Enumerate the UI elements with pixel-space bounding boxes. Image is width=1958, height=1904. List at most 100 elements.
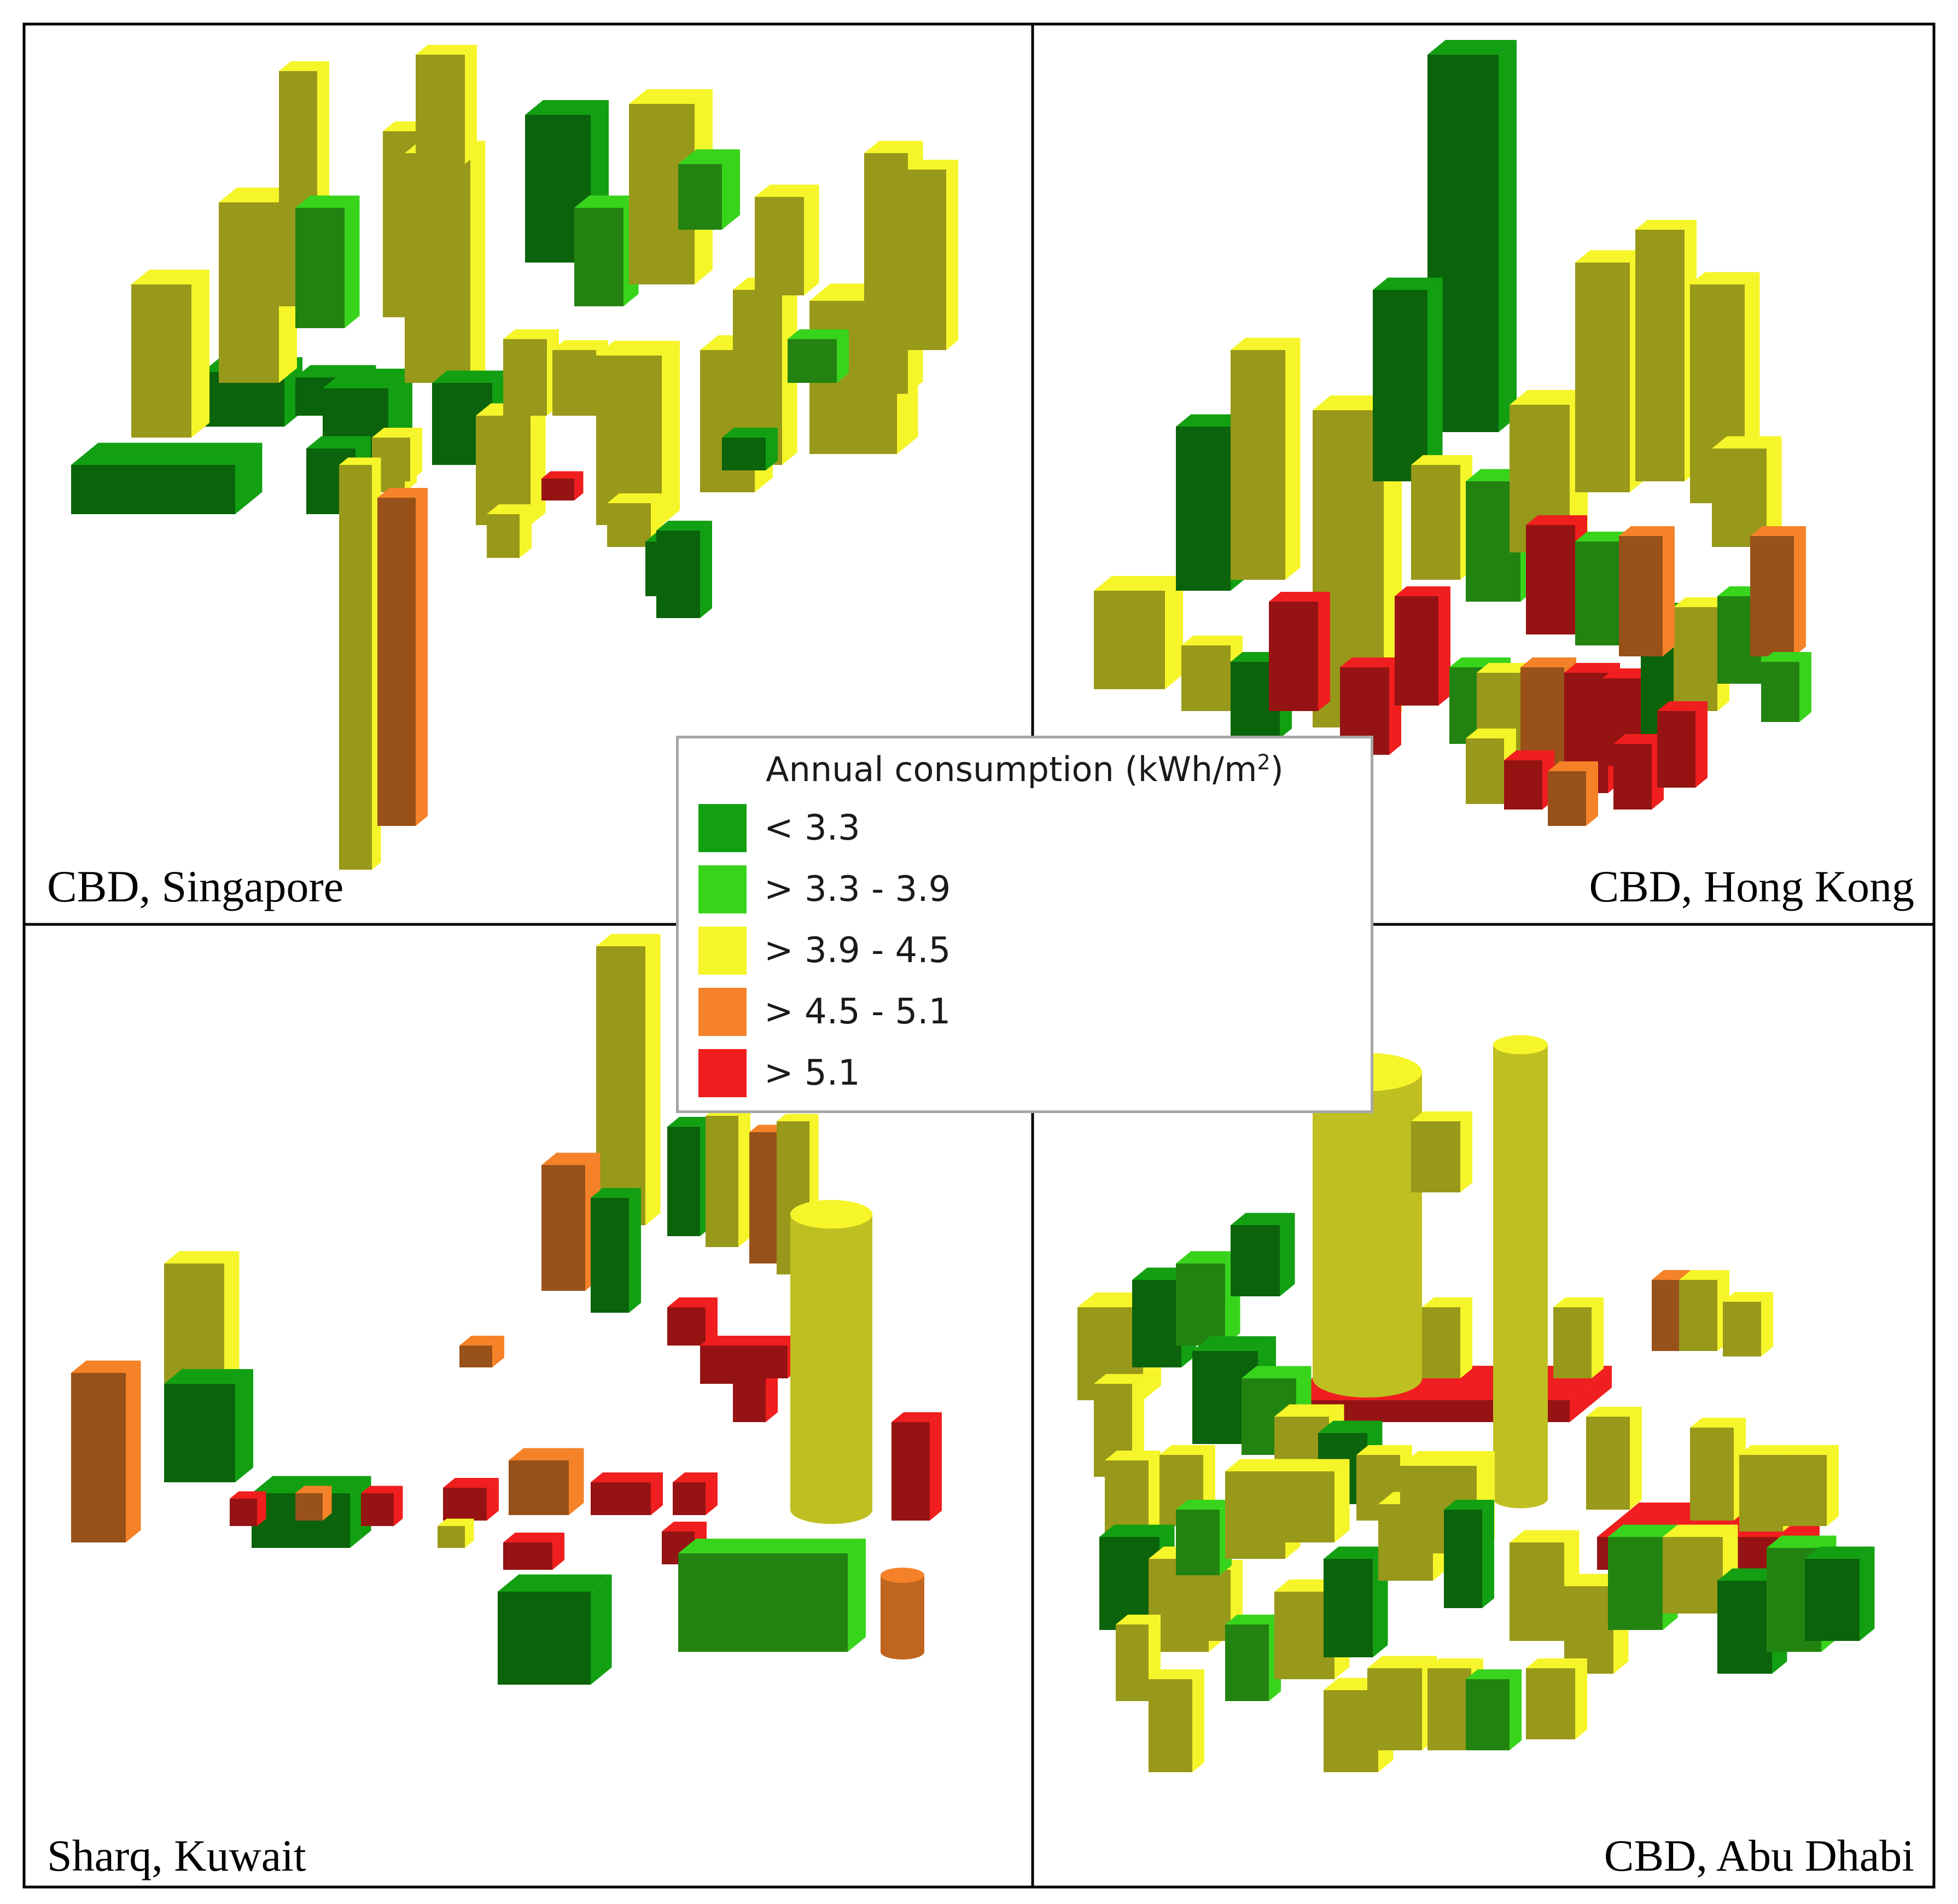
building-roof — [1657, 701, 1708, 711]
building — [459, 1336, 504, 1367]
legend-item-4-5-5-1: > 4.5 - 5.1 — [698, 987, 951, 1037]
building-roof — [1613, 734, 1664, 744]
panel-label-singapore: CBD, Singapore — [47, 861, 344, 911]
building — [1657, 701, 1708, 788]
building-roof — [306, 436, 371, 449]
building-side-face — [1695, 701, 1708, 788]
tower-roof — [1493, 1035, 1548, 1055]
building — [722, 428, 778, 470]
tower-body — [790, 1214, 872, 1524]
building-roof — [1712, 436, 1782, 449]
building — [339, 457, 381, 870]
building — [1149, 1669, 1204, 1772]
building-front-face — [1466, 481, 1520, 602]
building-roof — [1663, 1524, 1738, 1537]
building-front-face — [1373, 290, 1427, 481]
kuwait-buildings — [71, 457, 942, 1685]
building-front-face — [1739, 1455, 1783, 1532]
building-side-face — [629, 1188, 641, 1313]
building — [71, 1360, 141, 1542]
building — [509, 1448, 584, 1515]
building-front-face — [1575, 263, 1630, 492]
building — [230, 1491, 266, 1526]
building-front-face — [1324, 1690, 1378, 1772]
building-roof — [1619, 526, 1675, 536]
building-roof — [591, 1188, 641, 1198]
building-front-face — [1187, 1570, 1231, 1641]
building — [1690, 1418, 1746, 1521]
building-side-face — [1592, 1297, 1604, 1378]
building — [1324, 1546, 1388, 1657]
building-roof — [1367, 1656, 1437, 1668]
building-roof — [377, 488, 428, 498]
building-front-face — [503, 1542, 552, 1570]
building-front-face — [1225, 1624, 1269, 1701]
building-roof — [1176, 1500, 1232, 1510]
building-roof — [1274, 1404, 1344, 1417]
building — [1712, 436, 1782, 547]
building-front-face — [1586, 1417, 1630, 1510]
building-roof — [1767, 1535, 1837, 1548]
building-side-face — [531, 403, 546, 525]
building-side-face — [1427, 277, 1443, 481]
building-roof — [1466, 729, 1516, 738]
legend-item-gt-5-1: > 5.1 — [698, 1048, 860, 1098]
building-front-face — [1149, 1679, 1192, 1772]
building — [131, 270, 209, 438]
building-front-face — [541, 1165, 585, 1291]
building-roof — [1411, 455, 1472, 465]
building-front-face — [1750, 536, 1794, 656]
building-roof — [1575, 250, 1645, 263]
building-side-face — [1827, 1445, 1839, 1526]
building-front-face — [1466, 1679, 1510, 1750]
building-roof — [503, 329, 559, 339]
building-roof — [1422, 1297, 1472, 1307]
building-side-face — [722, 149, 740, 230]
building-roof — [908, 160, 958, 170]
building — [667, 1297, 718, 1346]
building-roof — [755, 1336, 800, 1346]
building-front-face — [1231, 1225, 1280, 1296]
building-front-face — [1783, 1455, 1827, 1526]
building-roof — [252, 1476, 371, 1493]
building-side-face — [1460, 1111, 1472, 1192]
building — [755, 184, 819, 295]
building-side-face — [1482, 1500, 1494, 1608]
building-front-face — [908, 170, 946, 350]
building-front-face — [1099, 1537, 1159, 1630]
building — [1427, 40, 1517, 432]
building-side-face — [410, 428, 422, 481]
building — [1761, 652, 1811, 722]
building-roof — [678, 149, 740, 164]
building-front-face — [749, 1132, 777, 1263]
building-side-face — [848, 1539, 866, 1652]
legend-label: < 3.3 — [764, 808, 860, 848]
building-front-face — [574, 208, 623, 306]
building-front-face — [405, 153, 470, 383]
building-side-face — [1799, 652, 1811, 722]
building-front-face — [1526, 525, 1575, 634]
tower-roof — [881, 1568, 924, 1583]
tower-cylinder — [790, 1200, 872, 1524]
building — [1635, 220, 1697, 481]
building-front-face — [1444, 1510, 1482, 1608]
building-roof — [525, 100, 609, 115]
building-side-face — [662, 341, 680, 525]
building-roof — [295, 1486, 332, 1493]
building-side-face — [1499, 40, 1517, 432]
building-roof — [1400, 1451, 1495, 1466]
building-roof — [361, 1486, 403, 1493]
building-roof — [1750, 526, 1806, 536]
building-side-face — [766, 428, 778, 470]
building-roof — [1192, 1336, 1276, 1351]
building — [1280, 1459, 1350, 1542]
building-side-face — [1318, 592, 1330, 711]
building-front-face — [667, 1307, 706, 1346]
building-roof — [1181, 636, 1243, 645]
building-front-face — [1635, 230, 1685, 481]
building-roof — [503, 1533, 564, 1542]
building-front-face — [377, 498, 416, 826]
building-roof — [1280, 1459, 1350, 1471]
building-front-face — [339, 465, 372, 870]
building-front-face — [1712, 449, 1767, 547]
